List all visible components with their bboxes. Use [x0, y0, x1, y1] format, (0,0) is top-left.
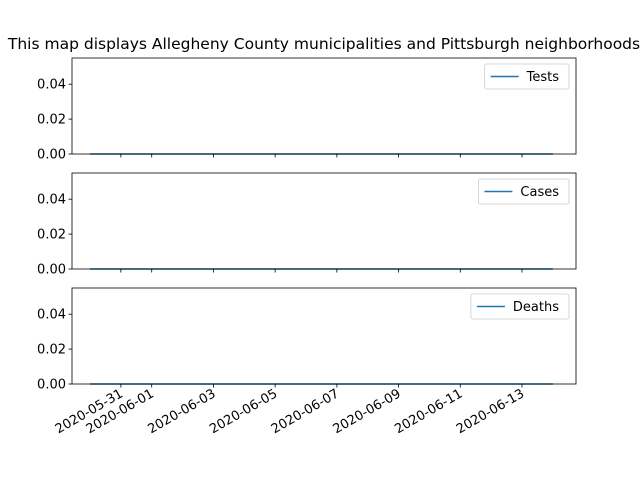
y-tick-label: 0.00: [37, 148, 66, 163]
x-tick-label: 2020-06-09: [331, 386, 404, 437]
x-tick-label: 2020-06-13: [454, 386, 527, 437]
y-tick-label: 0.04: [37, 193, 66, 208]
y-tick-label: 0.04: [37, 308, 66, 323]
axes-frame: [71, 57, 577, 155]
chart-panel-2: 0.00 0.02 0.04 Cases: [37, 172, 577, 278]
chart-panel-1: 0.00 0.02 0.04 Tests: [37, 57, 577, 163]
legend-box: [478, 178, 570, 205]
chart-title: This map displays Allegheny County munic…: [7, 35, 640, 53]
x-tick-label: 2020-06-03: [145, 386, 218, 437]
legend-tests: Tests: [484, 63, 570, 90]
legend-box: [470, 293, 570, 320]
y-tick-label: 0.02: [37, 228, 66, 243]
x-tick-label: 2020-06-11: [392, 386, 465, 437]
x-tick-label: 2020-06-05: [207, 386, 280, 437]
legend-box: [484, 63, 570, 90]
axes-frame: [71, 287, 577, 385]
y-tick-label: 0.02: [37, 343, 66, 358]
legend-label: Deaths: [513, 300, 559, 315]
y-tick-label: 0.00: [37, 378, 66, 393]
chart-panels: 0.000.020.04Tests0.000.020.04Cases0.000.…: [37, 57, 577, 437]
legend-label: Tests: [526, 70, 560, 85]
legend-cases: Cases: [478, 178, 570, 205]
y-tick-label: 0.04: [37, 78, 66, 93]
legend-label: Cases: [520, 185, 559, 200]
legend-deaths: Deaths: [470, 293, 570, 320]
chart-panel-3: 0.000.020.042020-05-312020-06-012020-06-…: [37, 287, 577, 437]
axes-frame: [71, 172, 577, 270]
y-tick-label: 0.00: [37, 263, 66, 278]
y-tick-label: 0.02: [37, 113, 66, 128]
x-tick-label: 2020-06-07: [269, 386, 342, 437]
